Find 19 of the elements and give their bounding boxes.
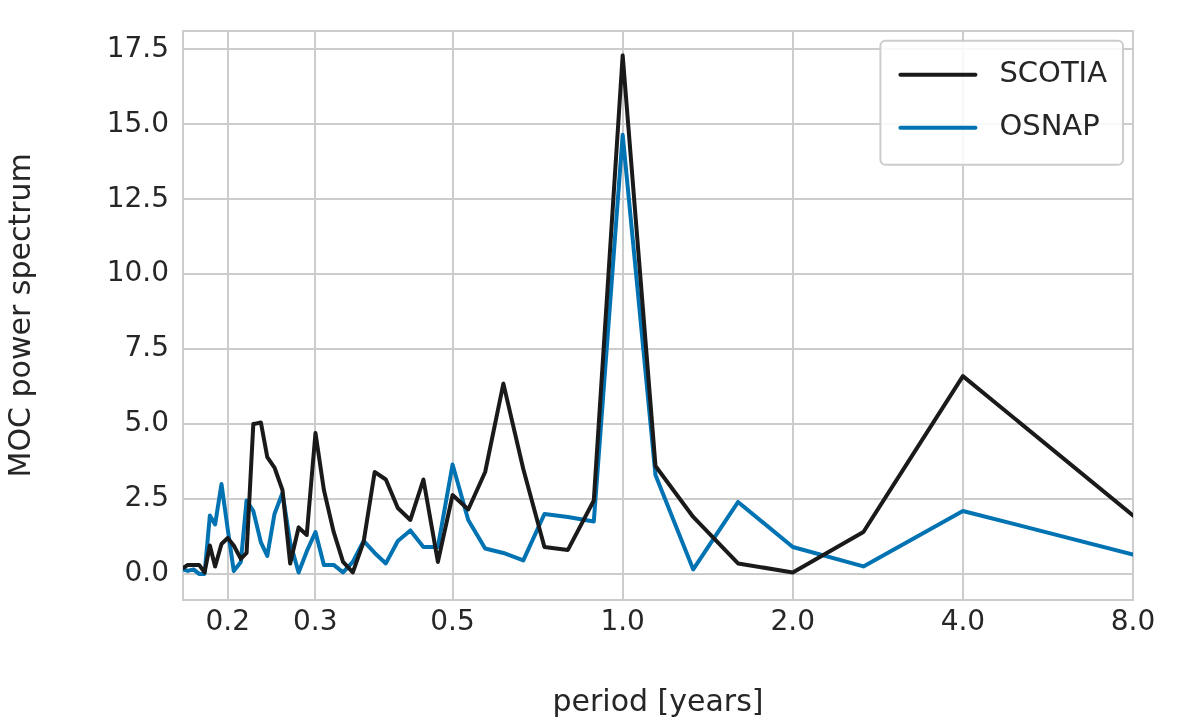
legend-label: SCOTIA bbox=[999, 55, 1108, 90]
y-tick-label: 10.0 bbox=[106, 255, 169, 289]
y-tick-label: 12.5 bbox=[106, 180, 169, 214]
y-tick-label: 7.5 bbox=[124, 330, 169, 364]
y-tick-label: 2.5 bbox=[124, 480, 169, 514]
x-axis-title: period [years] bbox=[552, 682, 764, 718]
x-tick-label: 0.2 bbox=[205, 604, 250, 638]
y-tick-label: 5.0 bbox=[124, 405, 169, 439]
y-axis-title: MOC power spectrum bbox=[1, 153, 37, 478]
y-tick-label: 0.0 bbox=[124, 555, 169, 589]
y-tick-label: 15.0 bbox=[106, 105, 169, 139]
legend-label: OSNAP bbox=[999, 108, 1100, 143]
x-tick-label: 1.0 bbox=[600, 604, 645, 638]
x-tick-label: 0.5 bbox=[430, 604, 475, 638]
x-tick-label: 4.0 bbox=[940, 604, 986, 638]
x-tick-label: 2.0 bbox=[770, 604, 816, 638]
x-tick-label: 0.3 bbox=[292, 604, 338, 638]
y-tick-label: 17.5 bbox=[106, 30, 169, 64]
x-tick-label: 8.0 bbox=[1110, 604, 1156, 638]
